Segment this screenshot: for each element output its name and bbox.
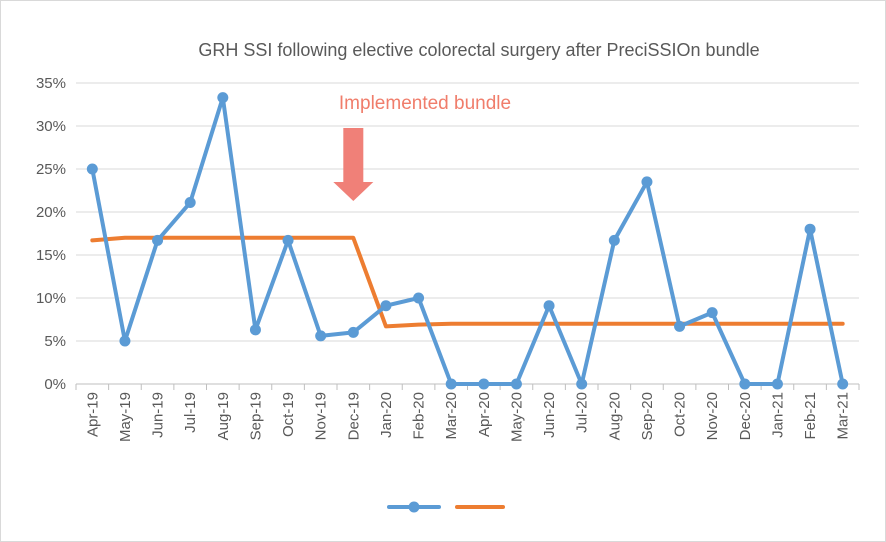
- chart-title: GRH SSI following elective colorectal su…: [198, 40, 759, 60]
- y-tick-label: 30%: [36, 118, 66, 135]
- data-point: [380, 300, 392, 312]
- y-tick-label: 20%: [36, 204, 66, 221]
- x-tick-label: Jul-20: [574, 392, 591, 433]
- x-tick-label: Feb-21: [802, 392, 819, 440]
- x-tick-label: Oct-19: [280, 392, 297, 437]
- x-tick-label: May-20: [508, 392, 525, 442]
- data-point: [706, 307, 718, 319]
- x-tick-label: Jul-19: [182, 392, 199, 433]
- data-point: [576, 378, 588, 390]
- x-tick-label: Dec-19: [345, 392, 362, 440]
- y-tick-label: 25%: [36, 161, 66, 178]
- legend-marker-1: [408, 501, 420, 513]
- x-tick-label: Jan-20: [378, 392, 395, 438]
- x-tick-label: Feb-20: [411, 392, 428, 440]
- x-tick-label: Aug-19: [215, 392, 232, 440]
- data-point: [837, 378, 849, 390]
- data-point: [282, 234, 294, 246]
- x-tick-label: Nov-20: [704, 392, 721, 440]
- data-point: [478, 378, 490, 390]
- data-point: [739, 378, 751, 390]
- data-point: [543, 300, 555, 312]
- data-point: [86, 163, 98, 175]
- data-point: [804, 223, 816, 235]
- x-axis-tick-labels: Apr-19 May-19 Jun-19 Jul-19 Aug-19 Sep-19 Oct-…: [84, 392, 851, 442]
- x-tick-label: Aug-20: [606, 392, 623, 440]
- x-tick-label: Oct-20: [672, 392, 689, 437]
- data-point: [347, 326, 359, 338]
- series-line-1: [90, 95, 845, 386]
- data-point: [249, 324, 261, 336]
- x-tick-label: Sep-20: [639, 392, 656, 440]
- gridlines: [76, 82, 859, 342]
- y-tick-label: 0%: [44, 376, 66, 393]
- x-tick-label: Jun-20: [541, 392, 558, 438]
- annotation-arrow: [333, 128, 374, 201]
- x-tick-label: Jan-21: [769, 392, 786, 438]
- data-point: [445, 378, 457, 390]
- y-tick-label: 10%: [36, 290, 66, 307]
- x-tick-label: Apr-20: [476, 392, 493, 437]
- data-point: [771, 378, 783, 390]
- x-tick-label: Mar-20: [443, 392, 460, 440]
- x-tick-label: Jun-19: [150, 392, 167, 438]
- data-point: [315, 330, 327, 342]
- annotation: Implemented bundle: [333, 93, 511, 201]
- y-tick-label: 35%: [36, 75, 66, 92]
- x-tick-label: Dec-20: [737, 392, 754, 440]
- data-point: [119, 335, 131, 347]
- x-tick-label: Apr-19: [84, 392, 101, 437]
- data-point: [510, 378, 522, 390]
- x-tick-label: Sep-19: [247, 392, 264, 440]
- data-point: [641, 176, 653, 188]
- y-axis-tick-labels: 0% 5% 10% 15% 20% 25% 30% 35%: [36, 75, 66, 393]
- data-point: [217, 92, 229, 104]
- data-point: [674, 320, 686, 332]
- x-tick-label: Nov-19: [313, 392, 330, 440]
- y-tick-label: 15%: [36, 247, 66, 264]
- data-point: [184, 197, 196, 209]
- annotation-label: Implemented bundle: [339, 93, 511, 114]
- data-point: [413, 292, 425, 304]
- series-group: [86, 92, 849, 390]
- legend: [387, 501, 505, 513]
- y-tick-label: 5%: [44, 333, 66, 350]
- data-point: [608, 234, 620, 246]
- series-line-2: [90, 235, 845, 329]
- x-tick-label: May-19: [117, 392, 134, 442]
- x-tick-label: Mar-21: [835, 392, 852, 440]
- data-point: [152, 234, 164, 246]
